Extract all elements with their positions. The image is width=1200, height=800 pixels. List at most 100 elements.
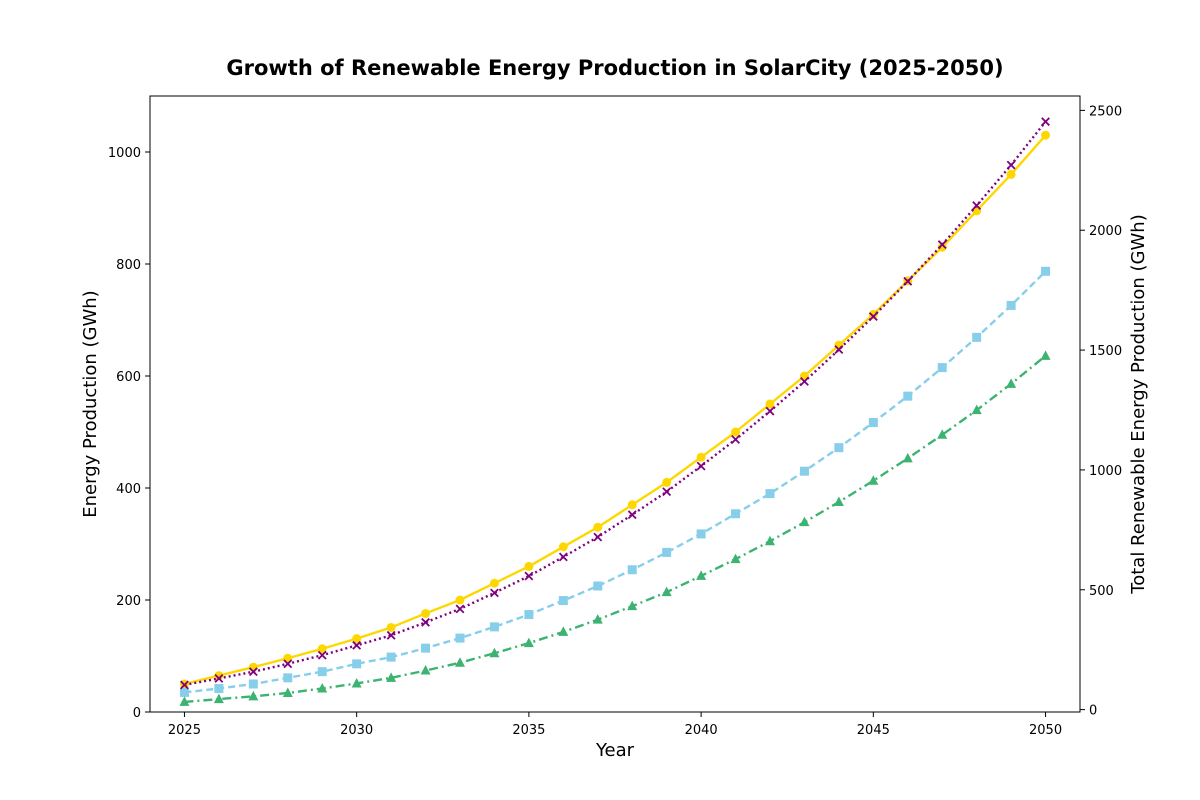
data-point-wind bbox=[421, 643, 431, 653]
series-line-solar bbox=[184, 134, 1047, 686]
data-point-wind bbox=[179, 687, 189, 697]
data-point-hydro bbox=[317, 682, 328, 693]
x-axis-ticks: 2025 2030 2035 2040 2045 2050 bbox=[168, 712, 1062, 738]
data-point-total bbox=[1006, 160, 1016, 170]
data-point-hydro bbox=[282, 687, 293, 697]
y2-tick-label: 2500 bbox=[1089, 104, 1122, 119]
data-point-solar bbox=[558, 542, 568, 552]
data-point-wind bbox=[1006, 300, 1016, 310]
data-point-wind bbox=[662, 547, 672, 557]
series-layer bbox=[179, 117, 1051, 706]
x-tick-label: 2030 bbox=[340, 723, 373, 738]
y2-tick-label: 0 bbox=[1089, 704, 1097, 719]
data-point-solar bbox=[386, 622, 396, 632]
data-point-hydro bbox=[661, 586, 672, 597]
data-point-total bbox=[731, 435, 740, 444]
data-point-total bbox=[1041, 117, 1050, 127]
data-point-wind bbox=[903, 391, 913, 401]
data-point-total bbox=[317, 650, 327, 660]
plot-frame bbox=[149, 95, 1081, 713]
data-point-solar bbox=[455, 595, 465, 605]
data-point-hydro bbox=[1006, 378, 1017, 388]
data-point-total bbox=[214, 674, 224, 683]
data-point-solar bbox=[765, 399, 775, 409]
data-point-total bbox=[834, 345, 844, 355]
chart-title: Growth of Renewable Energy Production in… bbox=[226, 56, 1003, 80]
data-point-wind bbox=[317, 667, 327, 677]
data-point-hydro bbox=[696, 570, 707, 580]
x-axis-label: Year bbox=[595, 740, 635, 761]
data-point-hydro bbox=[1040, 350, 1051, 360]
data-point-total bbox=[490, 588, 499, 598]
data-point-hydro bbox=[868, 475, 879, 485]
data-point-wind bbox=[834, 443, 844, 453]
x-tick-label: 2045 bbox=[857, 723, 890, 738]
data-point-hydro bbox=[765, 535, 775, 546]
data-point-wind bbox=[455, 633, 465, 643]
data-point-solar bbox=[352, 634, 362, 644]
data-point-solar bbox=[317, 644, 327, 654]
x-tick-label: 2040 bbox=[685, 723, 718, 738]
data-point-hydro bbox=[213, 693, 224, 704]
data-point-wind bbox=[386, 652, 396, 662]
series-hydro bbox=[179, 350, 1051, 706]
data-point-hydro bbox=[971, 404, 982, 415]
data-point-hydro bbox=[937, 429, 948, 439]
data-point-total bbox=[386, 630, 396, 640]
y-axis-right-label: Total Renewable Energy Production (GWh) bbox=[1128, 214, 1149, 594]
data-point-solar bbox=[627, 500, 637, 510]
data-point-wind bbox=[937, 363, 947, 373]
data-point-wind bbox=[214, 683, 224, 693]
y2-tick-label: 1500 bbox=[1089, 344, 1122, 359]
data-point-wind bbox=[765, 489, 775, 499]
data-point-hydro bbox=[592, 614, 603, 624]
data-point-hydro bbox=[523, 637, 534, 648]
data-point-total bbox=[248, 667, 258, 677]
data-point-total bbox=[903, 276, 913, 286]
data-point-total bbox=[972, 201, 982, 210]
data-point-total bbox=[593, 532, 603, 542]
data-point-total bbox=[627, 510, 637, 520]
y-tick-label: 800 bbox=[116, 258, 141, 273]
data-point-wind bbox=[489, 622, 499, 632]
data-point-total bbox=[524, 571, 534, 581]
data-point-hydro bbox=[730, 553, 741, 564]
data-point-solar bbox=[524, 561, 534, 571]
data-point-total bbox=[696, 461, 706, 471]
data-point-wind bbox=[696, 529, 706, 539]
data-point-total bbox=[421, 617, 430, 627]
data-point-solar bbox=[593, 522, 603, 532]
series-solar bbox=[179, 130, 1051, 689]
data-point-total bbox=[283, 659, 293, 669]
data-point-solar bbox=[421, 608, 431, 618]
series-line-total bbox=[184, 120, 1047, 687]
data-point-wind bbox=[352, 659, 362, 669]
data-point-wind bbox=[283, 673, 293, 683]
x-tick-label: 2035 bbox=[512, 723, 545, 738]
data-point-solar bbox=[868, 309, 878, 319]
data-point-total bbox=[765, 406, 775, 416]
data-point-hydro bbox=[558, 626, 569, 636]
data-point-solar bbox=[214, 671, 224, 681]
data-point-solar bbox=[937, 242, 947, 252]
data-point-wind bbox=[731, 509, 741, 519]
y-axis-left-ticks: 0 200 400 600 800 1000 bbox=[108, 146, 150, 721]
y2-tick-label: 2000 bbox=[1089, 224, 1122, 239]
series-line-hydro bbox=[184, 354, 1047, 704]
data-point-total bbox=[352, 640, 362, 650]
x-tick-label: 2025 bbox=[168, 723, 201, 738]
data-point-solar bbox=[1006, 169, 1016, 179]
data-point-hydro bbox=[455, 657, 465, 667]
data-point-wind bbox=[248, 679, 258, 689]
y-tick-label: 400 bbox=[116, 482, 141, 497]
data-point-total bbox=[868, 312, 878, 321]
y-tick-label: 200 bbox=[116, 594, 141, 609]
data-point-total bbox=[662, 487, 672, 497]
data-point-hydro bbox=[799, 516, 810, 527]
data-point-solar bbox=[248, 662, 258, 672]
data-point-wind bbox=[972, 332, 982, 342]
series-line-wind bbox=[184, 270, 1047, 694]
data-point-total bbox=[558, 552, 568, 562]
x-tick-label: 2050 bbox=[1029, 723, 1062, 738]
